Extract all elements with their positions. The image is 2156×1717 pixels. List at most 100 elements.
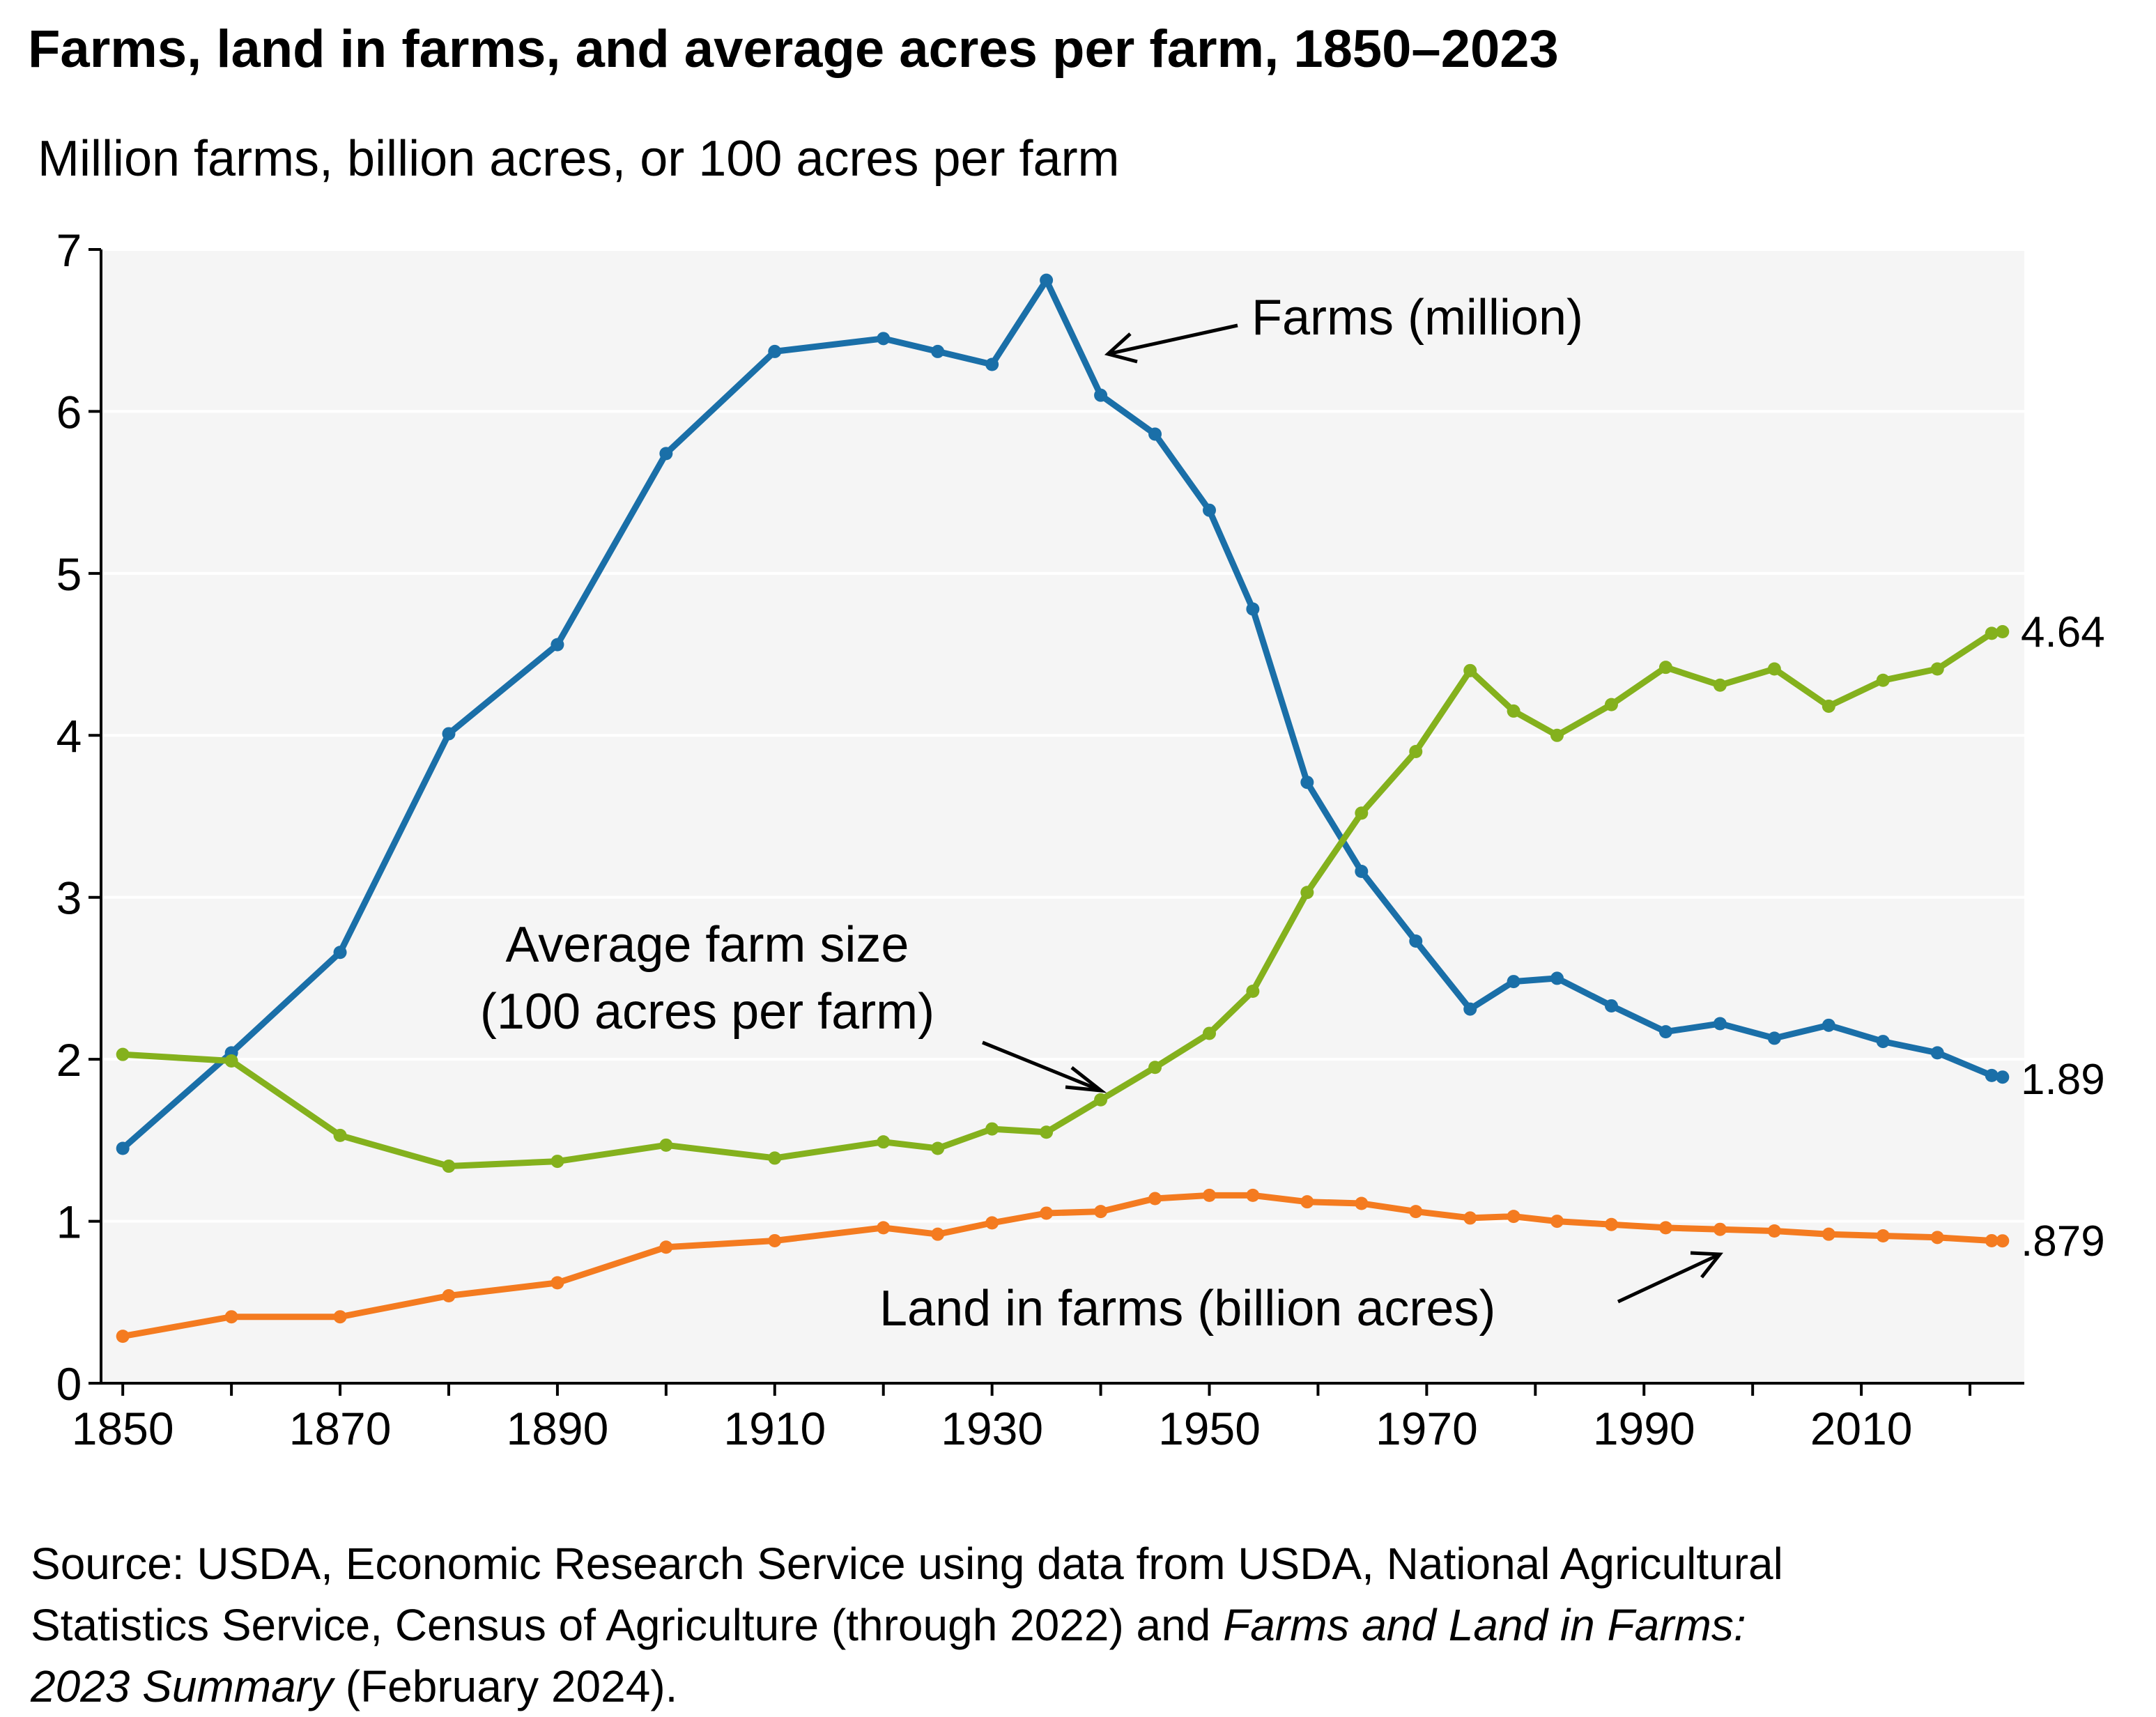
data-point [1507, 704, 1520, 718]
end-label-farms: 1.89 [2021, 1056, 2105, 1104]
data-point [1996, 1234, 2010, 1248]
data-point [1148, 1061, 1162, 1075]
gridlines [101, 248, 2024, 1223]
x-tick-label: 1970 [1376, 1403, 1478, 1454]
data-point [1203, 503, 1217, 517]
data-point [877, 1135, 891, 1149]
data-point [1658, 1221, 1672, 1235]
data-point [1507, 975, 1520, 989]
data-point [333, 946, 347, 960]
x-tick-label: 1930 [941, 1403, 1043, 1454]
data-point [1930, 662, 1944, 676]
arrow-avg-size-head [1065, 1066, 1107, 1093]
data-point [931, 1141, 945, 1155]
series-group [116, 273, 2010, 1343]
data-point [1463, 663, 1477, 677]
data-point [1040, 1125, 1054, 1139]
arrow-avg-size [982, 1040, 1102, 1093]
data-point [224, 1310, 238, 1324]
data-point [659, 1240, 673, 1254]
x-tick-label: 1870 [289, 1403, 392, 1454]
data-point [1876, 1035, 1890, 1049]
data-point [1876, 1229, 1890, 1242]
data-point [1148, 427, 1162, 441]
data-point [550, 638, 564, 652]
chart-subtitle: Million farms, billion acres, or 100 acr… [38, 131, 1120, 187]
data-point [1822, 699, 1835, 713]
data-point [116, 1330, 130, 1343]
data-point [1355, 865, 1369, 879]
source-line1: Source: USDA, Economic Research Service … [31, 1539, 1783, 1589]
end-label-land: .879 [2021, 1217, 2105, 1265]
data-point [224, 1054, 238, 1068]
annotation-land: Land in farms (billion acres) [879, 1281, 1495, 1337]
data-point [1985, 626, 1999, 640]
data-point [1203, 1188, 1217, 1202]
data-point [985, 357, 999, 371]
source-line3-italic: 2023 Summary [31, 1661, 333, 1711]
data-point [550, 1276, 564, 1290]
data-point [1930, 1046, 1944, 1060]
data-point [1713, 1017, 1727, 1031]
data-point [1550, 1215, 1564, 1229]
source-line2-italic: Farms and Land in Farms: [1223, 1600, 1746, 1650]
data-point [877, 1221, 891, 1235]
data-point [1713, 678, 1727, 692]
data-point [442, 1288, 456, 1302]
data-point [1658, 661, 1672, 675]
data-point [1876, 673, 1890, 687]
y-tick-label: 4 [56, 710, 82, 762]
data-point [1822, 1018, 1835, 1032]
data-point [1658, 1025, 1672, 1039]
x-tick-label: 1910 [723, 1403, 826, 1454]
data-point [333, 1310, 347, 1324]
data-point [116, 1047, 130, 1061]
x-tick-label: 1950 [1158, 1403, 1261, 1454]
chart-title: Farms, land in farms, and average acres … [28, 20, 1559, 79]
y-tick-label: 7 [56, 224, 82, 276]
data-point [1300, 886, 1314, 900]
data-point [1246, 985, 1260, 999]
y-tick-label: 2 [56, 1034, 82, 1086]
data-point [1767, 662, 1781, 676]
axes: 0 1 2 3 4 5 6 7 1850 1870 1890 1910 1930 1950 1970 1990… [56, 224, 2024, 1454]
data-point [1246, 1188, 1260, 1202]
data-point [1409, 1205, 1423, 1219]
data-point [1985, 1233, 1999, 1247]
data-point [1148, 1192, 1162, 1206]
data-point [931, 1227, 945, 1241]
data-point [877, 332, 891, 346]
arrow-farms [1107, 323, 1238, 356]
data-point [1550, 728, 1564, 742]
y-tick-label: 3 [56, 872, 82, 924]
data-point [1713, 1222, 1727, 1236]
annotation-avg-size-line1: Average farm size [506, 917, 909, 973]
data-point [1355, 1196, 1369, 1210]
data-point [333, 1128, 347, 1142]
data-point [442, 727, 456, 741]
source-line2: Statistics Service, Census of Agricultur… [31, 1600, 1224, 1650]
data-point [1604, 698, 1618, 711]
data-point [931, 344, 945, 358]
data-point [1767, 1224, 1781, 1238]
data-point [1409, 745, 1423, 759]
y-tick-label: 6 [56, 386, 82, 438]
data-point [1040, 1206, 1054, 1220]
data-point [1409, 934, 1423, 948]
y-tick-label: 1 [56, 1196, 82, 1248]
data-point [1094, 388, 1108, 402]
annotation-farms: Farms (million) [1252, 290, 1583, 346]
data-point [1604, 999, 1618, 1013]
data-point [1300, 1195, 1314, 1209]
data-point [1930, 1231, 1944, 1245]
x-tick-label: 2010 [1810, 1403, 1913, 1454]
data-point [768, 344, 782, 358]
data-point [768, 1233, 782, 1247]
data-point [1463, 1211, 1477, 1225]
arrow-farms-head [1104, 332, 1138, 364]
series-line-1 [119, 629, 2006, 1169]
source-line3: (February 2024). [332, 1661, 678, 1711]
data-point [1767, 1031, 1781, 1045]
data-point [1246, 602, 1260, 616]
data-point [116, 1141, 130, 1155]
